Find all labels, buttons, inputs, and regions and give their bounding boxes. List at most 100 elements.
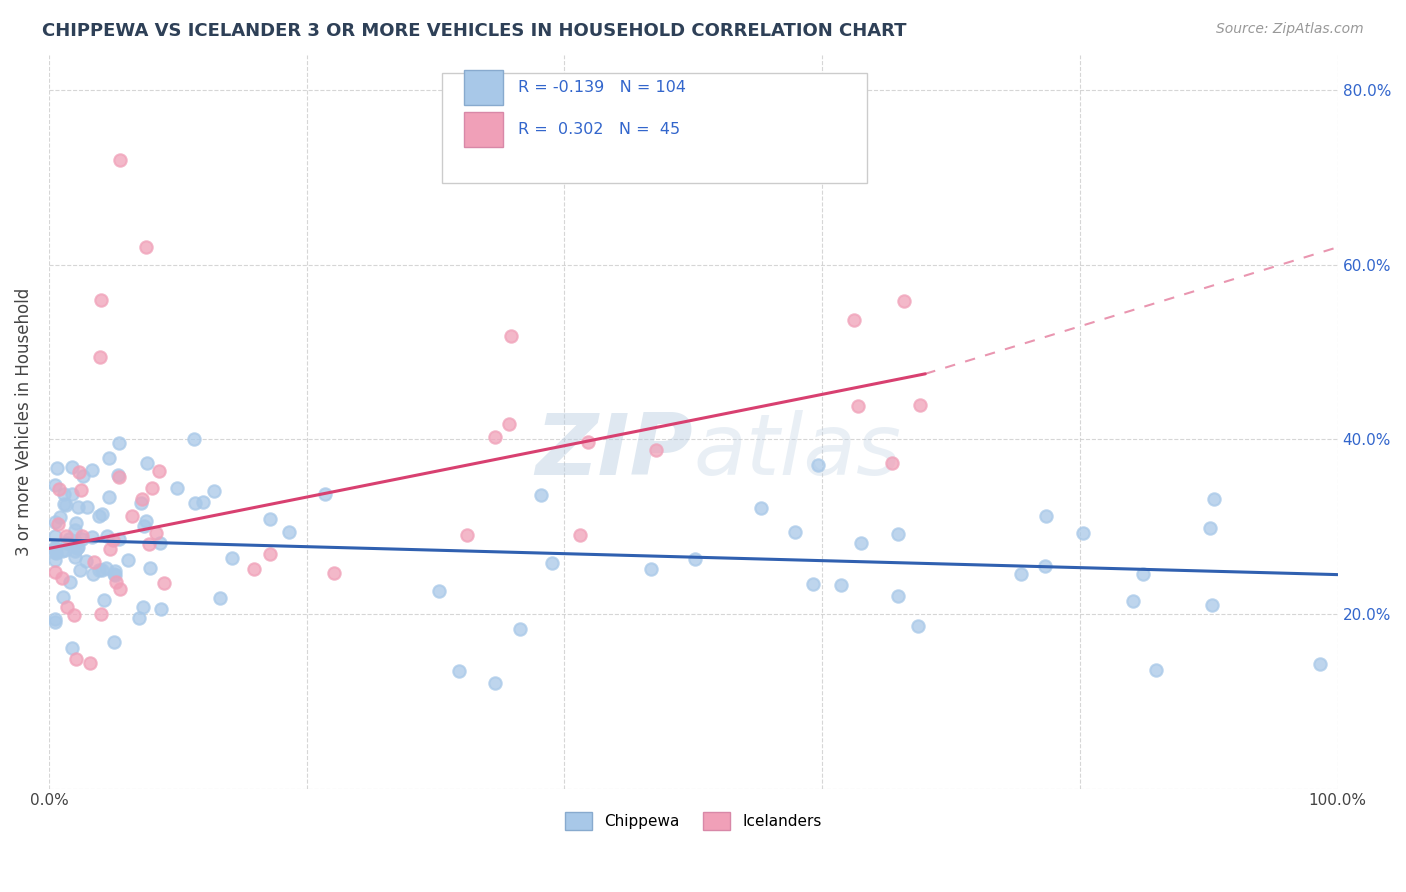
Point (427, 584, 450, 599)
Point (44, 552, 66, 566)
Point (1199, 521, 1222, 535)
Point (60, 460, 83, 475)
Point (94, 561, 117, 575)
Point (851, 536, 873, 550)
Point (66, 541, 89, 555)
Point (67, 540, 90, 554)
Point (44, 542, 66, 557)
Point (132, 519, 155, 533)
Point (65, 651, 87, 665)
Point (87, 509, 110, 524)
Point (93, 593, 115, 607)
Point (129, 496, 152, 510)
Point (149, 536, 172, 550)
Point (69, 563, 91, 577)
Point (314, 487, 336, 501)
Point (830, 578, 852, 592)
Point (484, 675, 506, 690)
Text: CHIPPEWA VS ICELANDER 3 OR MORE VEHICLES IN HOUSEHOLD CORRELATION CHART: CHIPPEWA VS ICELANDER 3 OR MORE VEHICLES… (42, 22, 907, 40)
Point (145, 526, 167, 541)
Point (117, 553, 139, 567)
Text: Source: ZipAtlas.com: Source: ZipAtlas.com (1216, 22, 1364, 37)
Point (1035, 509, 1057, 524)
Point (63, 550, 86, 565)
Point (56, 600, 79, 615)
Point (749, 500, 772, 515)
Point (183, 433, 205, 447)
Point (59, 575, 82, 590)
Point (509, 622, 531, 636)
Point (51, 571, 73, 585)
Text: atlas: atlas (693, 409, 901, 492)
Point (90, 607, 112, 622)
Y-axis label: 3 or more Vehicles in Household: 3 or more Vehicles in Household (15, 288, 32, 556)
Point (683, 552, 706, 566)
Point (498, 417, 520, 432)
Point (44, 612, 66, 626)
Point (221, 550, 243, 565)
Point (139, 560, 162, 574)
Point (53, 542, 76, 557)
Point (1122, 594, 1144, 608)
Point (83, 555, 105, 569)
Point (886, 589, 908, 603)
Point (82, 567, 104, 582)
Point (104, 564, 127, 578)
Point (82, 530, 104, 544)
Point (322, 566, 344, 580)
Legend: Chippewa, Icelanders: Chippewa, Icelanders (558, 806, 828, 836)
Point (135, 240, 157, 254)
Point (98, 542, 121, 557)
Point (75, 554, 97, 568)
Point (72, 468, 94, 483)
Point (193, 495, 215, 509)
Point (44, 545, 66, 559)
Point (107, 435, 129, 450)
Point (103, 634, 125, 648)
Point (89, 293, 111, 307)
Point (1201, 599, 1223, 613)
Point (131, 491, 153, 506)
Point (67, 465, 90, 479)
Text: R =  0.302   N =  45: R = 0.302 N = 45 (517, 121, 681, 136)
Point (44, 529, 66, 543)
Bar (464, 112, 502, 147)
Point (499, 329, 522, 343)
Point (846, 399, 869, 413)
Point (97, 451, 120, 466)
Point (153, 576, 176, 591)
Point (70, 483, 93, 497)
Point (44, 541, 66, 555)
Point (108, 153, 131, 167)
Point (259, 547, 281, 561)
Point (53, 497, 76, 511)
Point (893, 294, 915, 309)
Point (540, 556, 562, 570)
Point (801, 577, 824, 591)
Point (138, 537, 160, 551)
Point (1071, 526, 1094, 541)
Point (1202, 491, 1225, 506)
Point (807, 458, 830, 473)
Point (484, 430, 506, 444)
Point (46, 460, 69, 475)
Point (242, 562, 264, 576)
Point (58, 532, 80, 546)
Point (76, 500, 98, 514)
Point (108, 533, 131, 547)
Point (51, 544, 73, 558)
Point (87, 563, 110, 577)
Point (70, 533, 93, 547)
Point (208, 591, 231, 606)
Point (132, 599, 155, 614)
Point (60, 487, 83, 501)
Point (645, 443, 668, 458)
Text: R = -0.139   N = 104: R = -0.139 N = 104 (517, 80, 686, 95)
Point (128, 611, 150, 625)
Point (107, 468, 129, 483)
Point (569, 528, 592, 542)
Bar (464, 70, 502, 105)
Point (108, 582, 131, 596)
Point (135, 514, 157, 528)
Point (44, 565, 66, 579)
